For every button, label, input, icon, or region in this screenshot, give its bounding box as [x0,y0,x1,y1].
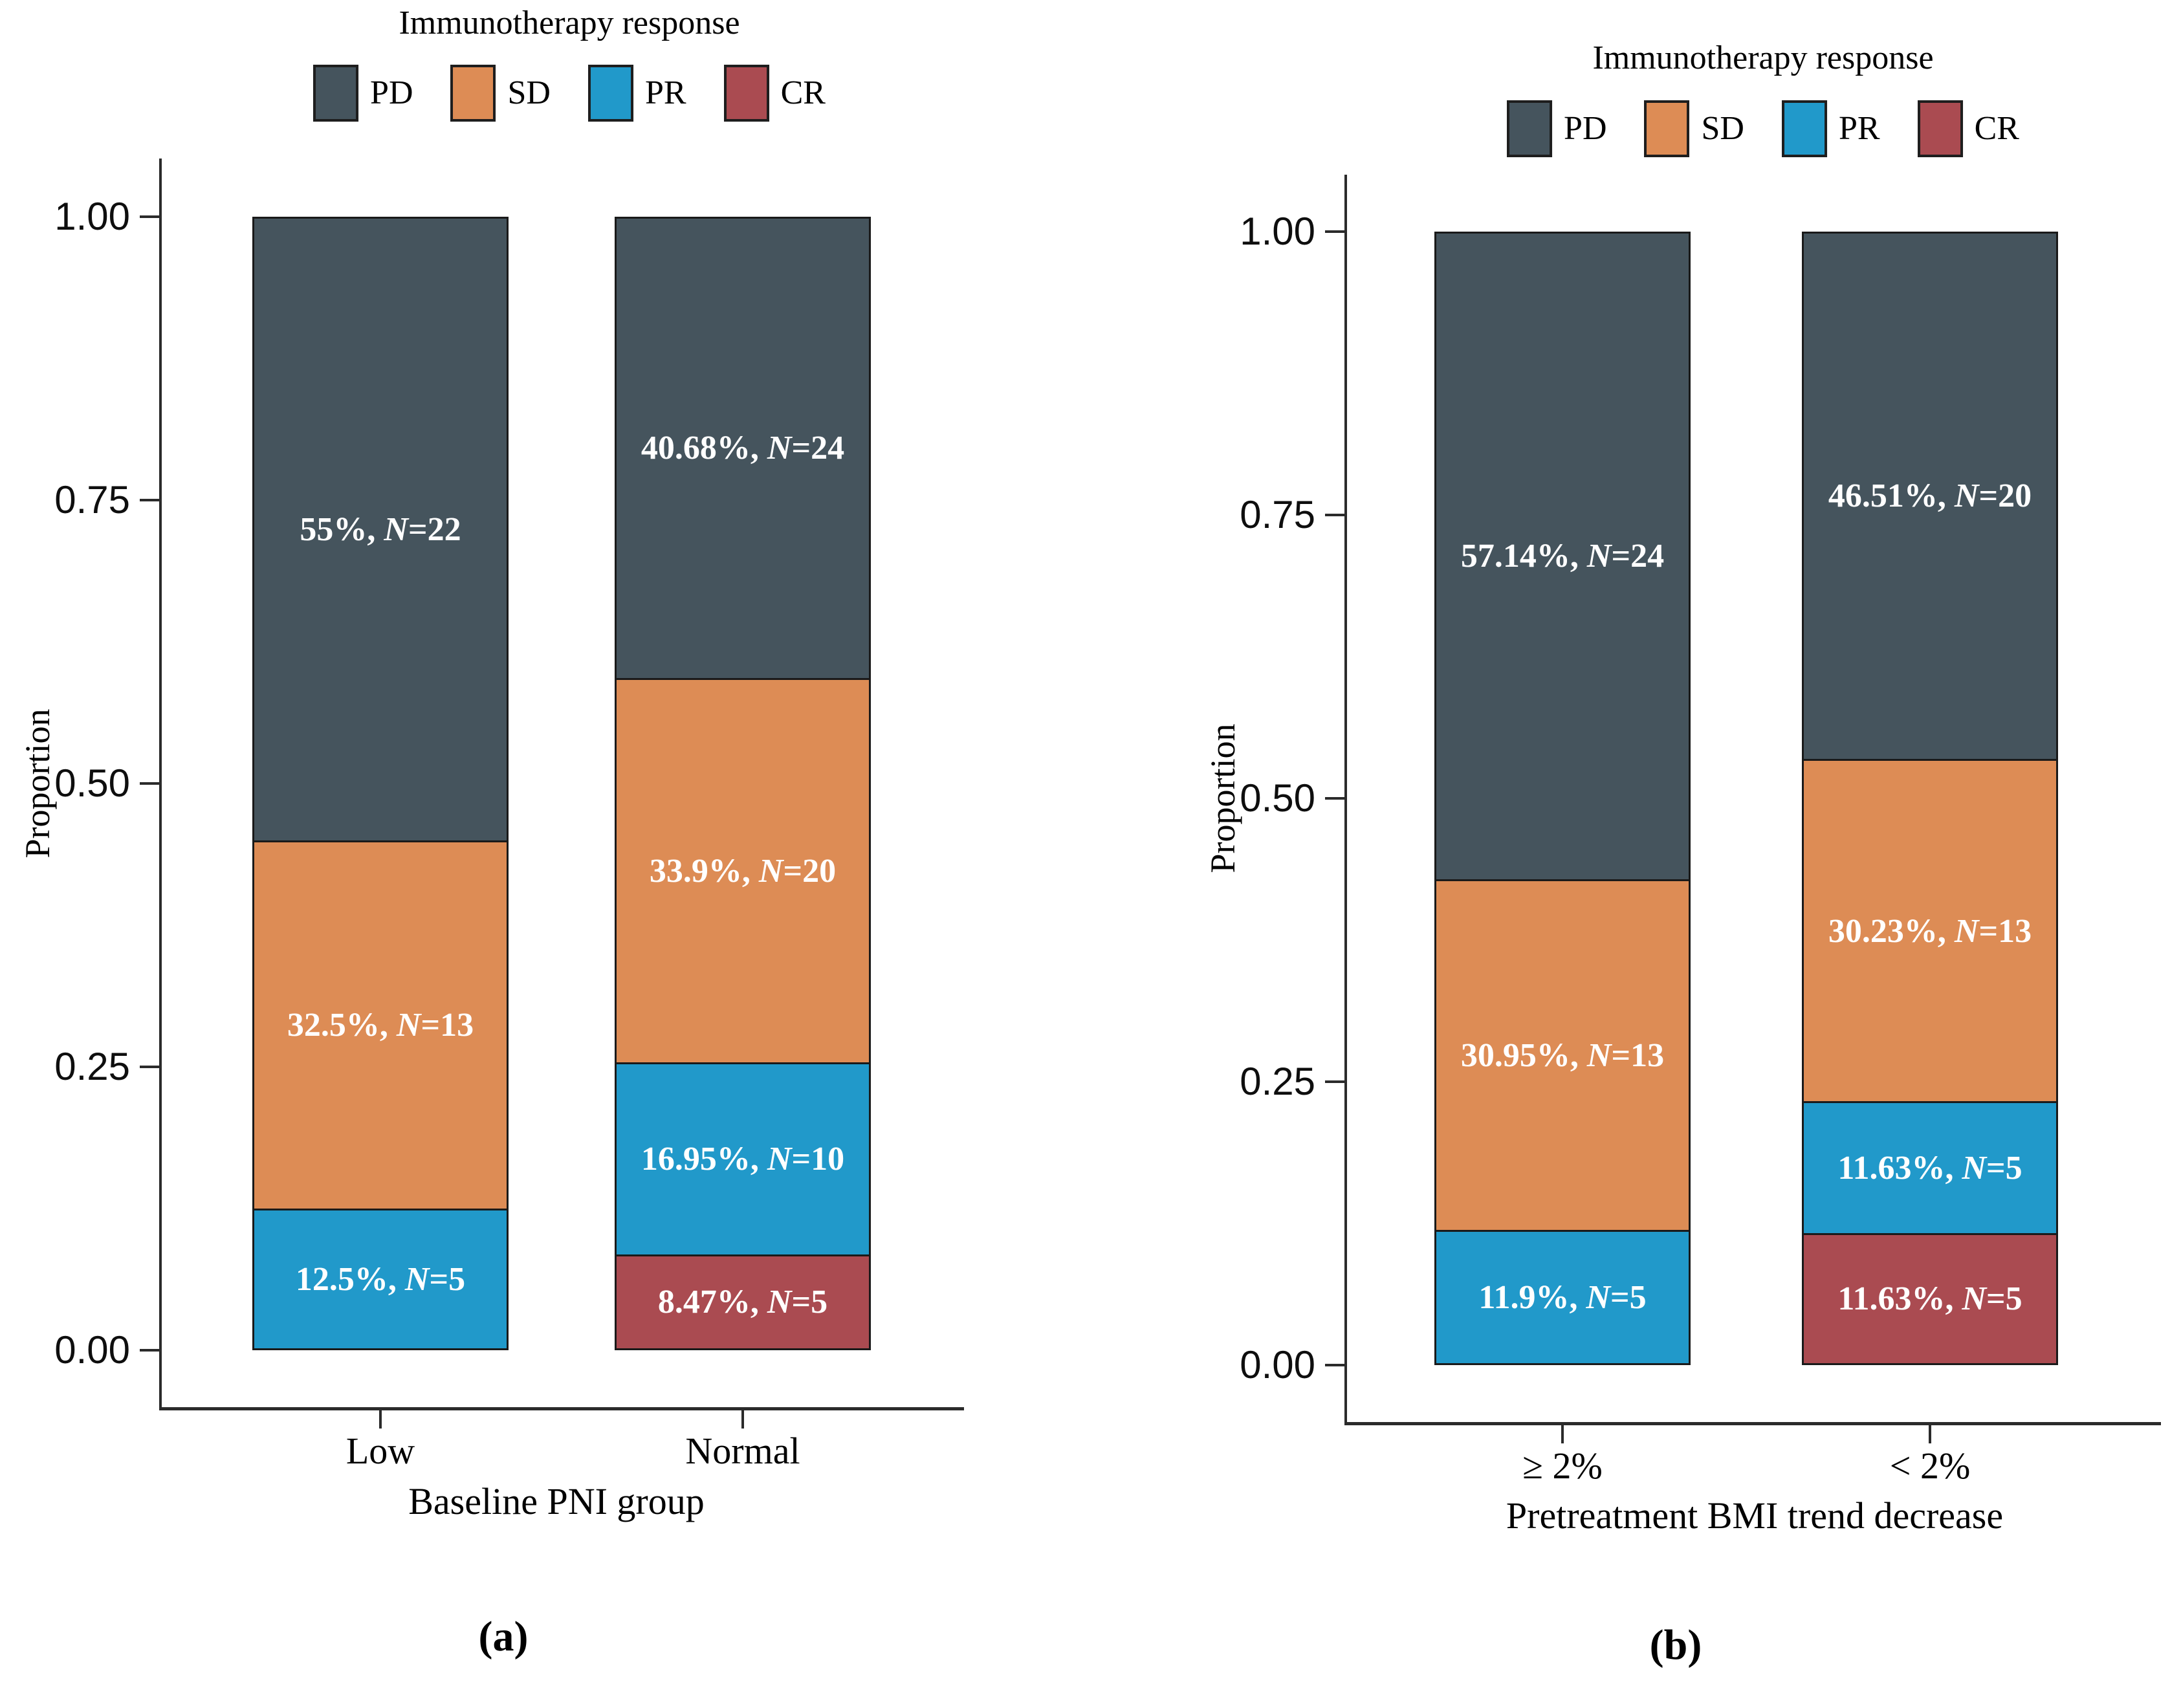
y-tick-label: 0.50 [1240,776,1315,820]
y-tick-mark [140,782,159,785]
legend-item-cr: CR [723,65,826,122]
x-category-label: ≥ 2% [1522,1445,1603,1487]
x-axis-line [1344,1422,2161,1425]
y-tick-mark [1325,230,1344,233]
legend-swatch-pr-icon [1781,100,1827,157]
legend-label-sd: SD [1701,110,1744,147]
bar-segment-label: 30.23%, N=13 [1828,912,2032,950]
legend-label-cr: CR [780,74,826,111]
legend-swatch-pr-icon [587,65,633,122]
x-axis-line [159,1407,964,1410]
bar-segment-label: 12.5%, N=5 [295,1260,466,1298]
x-category-label: Normal [685,1430,800,1472]
legend-title: Immunotherapy response [399,5,740,41]
legend-item-pd: PD [313,65,413,122]
y-tick-mark [1325,1364,1344,1366]
bar-segment-pd: 40.68%, N=24 [615,217,871,678]
x-tick-mark [379,1410,382,1429]
legend-item-pr: PR [1781,100,1880,157]
legend-swatch-sd-icon [1644,100,1690,157]
legend-item-sd: SD [1644,100,1744,157]
legend-label-pr: PR [644,74,686,111]
y-tick-label: 0.25 [54,1045,130,1088]
bar-segment-label: 30.95%, N=13 [1460,1036,1665,1074]
y-tick-label: 0.75 [1240,493,1315,536]
x-axis-title: Pretreatment BMI trend decrease [1506,1494,2004,1537]
panel-caption-b: (b) [1649,1621,1702,1669]
bar-segment-label: 55%, N=22 [300,510,461,548]
legend-swatch-pd-icon [1507,100,1553,157]
legend-swatch-pd-icon [313,65,359,122]
y-tick-label: 0.75 [54,478,130,521]
legend-item-pd: PD [1507,100,1607,157]
y-tick-mark [140,499,159,501]
bar-segment-label: 46.51%, N=20 [1828,477,2032,514]
bar-segment-pr: 16.95%, N=10 [615,1062,871,1254]
y-tick-label: 0.00 [1240,1343,1315,1386]
bar-segment-pd: 55%, N=22 [252,217,509,840]
bar-segment-label: 11.9%, N=5 [1478,1278,1647,1316]
bar-segment-label: 11.63%, N=5 [1837,1280,2022,1317]
bar-segment-sd: 30.23%, N=13 [1802,759,2058,1102]
x-tick-mark [741,1410,744,1429]
bar-segment-label: 57.14%, N=24 [1460,538,1665,575]
bar-segment-sd: 32.5%, N=13 [252,840,509,1209]
panel-caption-a: (a) [478,1613,529,1660]
bar-segment-pr: 12.5%, N=5 [252,1209,509,1350]
bar-segment-sd: 33.9%, N=20 [615,678,871,1062]
bar-segment-pr: 11.63%, N=5 [1802,1101,2058,1233]
legend-label-pd: PD [370,74,413,111]
x-category-label: Low [345,1430,415,1472]
bar-segment-label: 16.95%, N=10 [641,1141,845,1177]
bar-segment-cr: 11.63%, N=5 [1802,1233,2058,1365]
bar-segment-label: 32.5%, N=13 [287,1007,474,1044]
y-tick-label: 0.00 [54,1328,130,1372]
y-tick-mark [140,1349,159,1352]
bar-segment-label: 11.63%, N=5 [1837,1149,2022,1187]
legend-title: Immunotherapy response [1592,39,1934,76]
y-tick-mark [140,1066,159,1068]
legend-label-pd: PD [1564,110,1607,147]
y-tick-mark [1325,1080,1344,1083]
y-tick-mark [1325,514,1344,516]
bar-segment-label: 33.9%, N=20 [649,852,837,890]
bar-segment-sd: 30.95%, N=13 [1434,879,1691,1230]
legend-label-sd: SD [507,74,551,111]
legend-swatch-cr-icon [723,65,769,122]
legend-label-cr: CR [1974,110,2019,147]
legend: PD SD PR CR [313,65,826,122]
legend-item-pr: PR [587,65,686,122]
y-tick-label: 1.00 [1240,210,1315,253]
y-tick-label: 1.00 [54,195,130,238]
x-axis-title: Baseline PNI group [408,1480,705,1522]
bar-segment-label: 40.68%, N=24 [641,430,845,466]
bar-segment-cr: 8.47%, N=5 [615,1254,871,1350]
x-category-label: < 2% [1889,1445,1971,1487]
y-axis-line [159,159,162,1410]
legend: PD SD PR CR [1507,100,2019,157]
legend-item-sd: SD [450,65,551,122]
legend-label-pr: PR [1838,110,1880,147]
legend-swatch-cr-icon [1917,100,1963,157]
y-tick-mark [1325,797,1344,800]
y-tick-label: 0.25 [1240,1060,1315,1103]
y-tick-mark [140,215,159,218]
bar-segment-label: 8.47%, N=5 [657,1284,828,1320]
x-tick-mark [1561,1425,1564,1443]
bar-segment-pr: 11.9%, N=5 [1434,1230,1691,1365]
bar-segment-pd: 57.14%, N=24 [1434,232,1691,879]
y-tick-label: 0.50 [54,761,130,805]
y-axis-title: Proportion [1203,723,1242,873]
legend-item-cr: CR [1917,100,2019,157]
x-tick-mark [1929,1425,1931,1443]
legend-swatch-sd-icon [450,65,496,122]
bar-segment-pd: 46.51%, N=20 [1802,232,2058,759]
y-axis-line [1344,175,1347,1425]
